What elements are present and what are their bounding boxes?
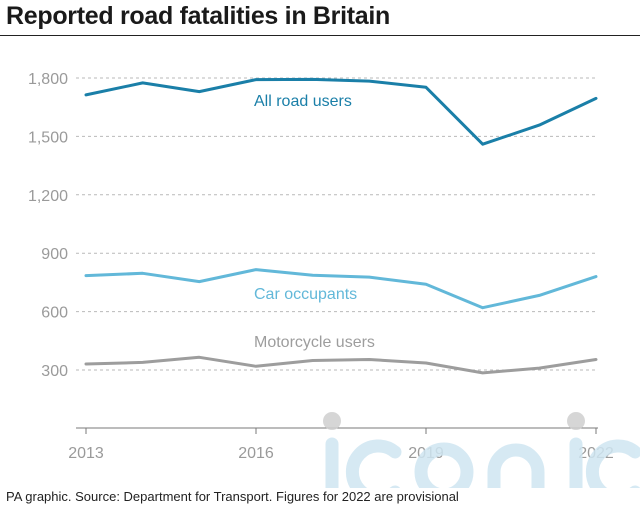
series-line-motorcycle-users xyxy=(84,355,598,375)
y-tick-label: 1,200 xyxy=(28,188,68,205)
watermark-dot xyxy=(323,412,341,430)
series-line-all-road-users xyxy=(84,77,598,146)
iconic-watermark: iconic xyxy=(323,412,640,488)
series xyxy=(84,77,598,375)
series-label: Car occupants xyxy=(254,286,357,303)
gridlines xyxy=(76,77,598,371)
series-label: All road users xyxy=(254,93,352,110)
watermark-dot xyxy=(567,412,585,430)
watermark-text: iconic xyxy=(438,436,441,438)
y-tick-label: 1,500 xyxy=(28,129,68,146)
chart-title: Reported road fatalities in Britain xyxy=(6,2,391,30)
source-note: PA graphic. Source: Department for Trans… xyxy=(6,489,459,504)
title-divider xyxy=(0,35,640,36)
series-line-car-occupants xyxy=(84,268,598,310)
y-tick-label: 900 xyxy=(41,246,68,263)
series-labels: All road users Car occupants Motorcycle us… xyxy=(254,93,375,351)
x-tick-label: 2013 xyxy=(68,445,104,462)
y-tick-label: 1,800 xyxy=(28,71,68,88)
x-tick-label: 2016 xyxy=(238,445,274,462)
y-tick-label: 600 xyxy=(41,305,68,322)
y-tick-label: 300 xyxy=(41,363,68,380)
series-label: Motorcycle users xyxy=(254,334,375,351)
